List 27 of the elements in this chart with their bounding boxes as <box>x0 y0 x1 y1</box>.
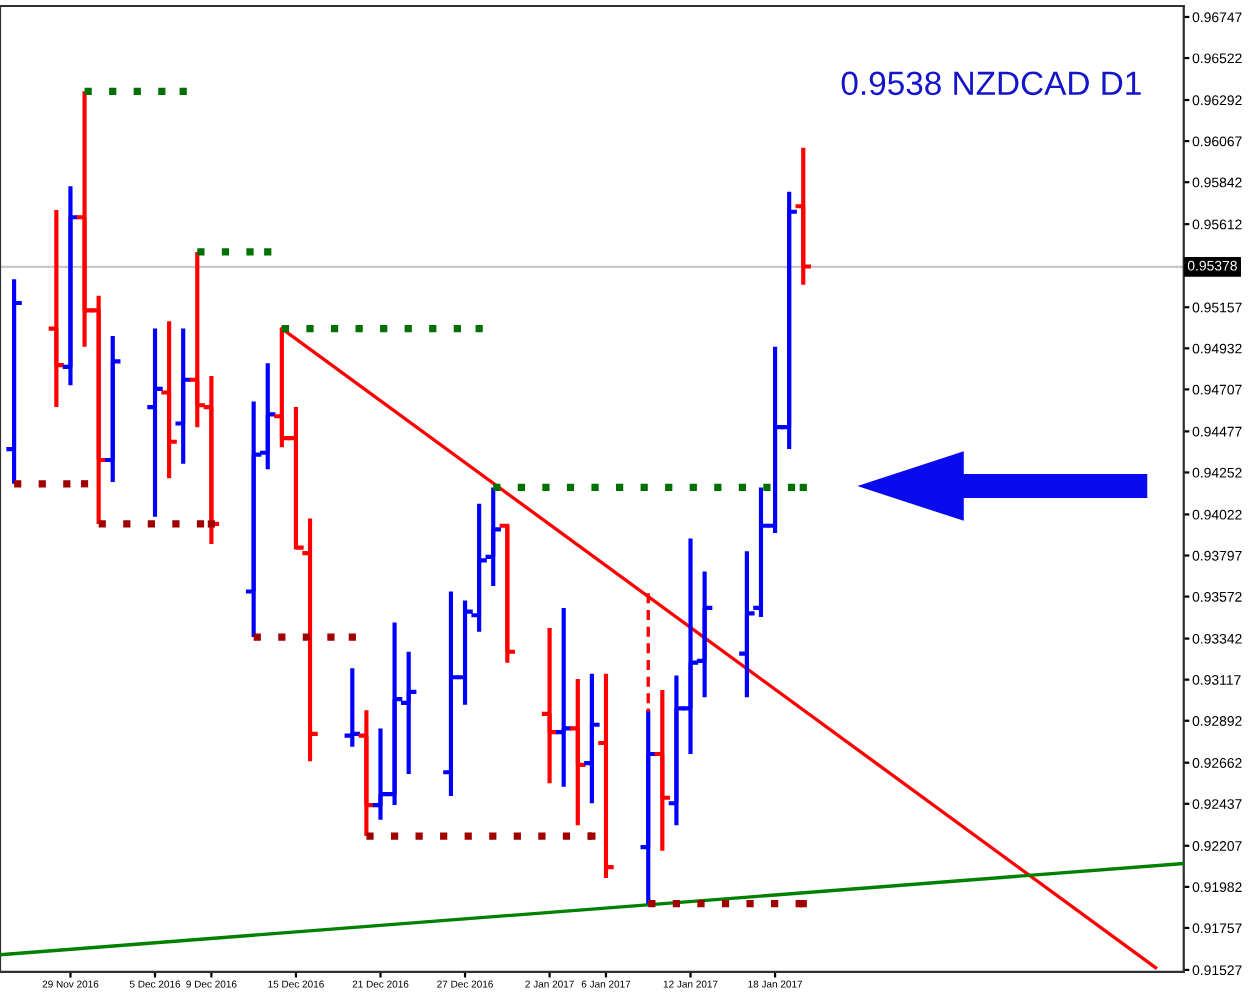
candlestick <box>358 708 375 839</box>
candlestick <box>175 326 191 466</box>
text: 0.9538 NZDCAD D1 <box>841 71 1141 96</box>
point <box>799 483 807 492</box>
point <box>179 87 187 95</box>
candlestick <box>6 277 22 486</box>
point <box>348 633 356 641</box>
point <box>475 324 483 333</box>
candlestick <box>344 666 361 749</box>
candlestick <box>62 184 79 388</box>
point <box>799 900 807 908</box>
candlestick <box>654 687 671 853</box>
candlestick <box>584 671 600 806</box>
candlestick <box>570 677 586 828</box>
candlestick <box>105 333 121 485</box>
candlestick <box>598 671 614 881</box>
point <box>207 520 215 528</box>
candlestick <box>48 207 65 410</box>
point <box>588 832 596 840</box>
point <box>80 480 89 488</box>
candlestick <box>795 145 811 287</box>
candlestick <box>541 625 558 786</box>
candlestick <box>147 326 163 519</box>
candlestick <box>555 605 572 789</box>
candlestick <box>499 523 516 665</box>
candlestick <box>161 319 177 481</box>
point <box>264 248 272 256</box>
